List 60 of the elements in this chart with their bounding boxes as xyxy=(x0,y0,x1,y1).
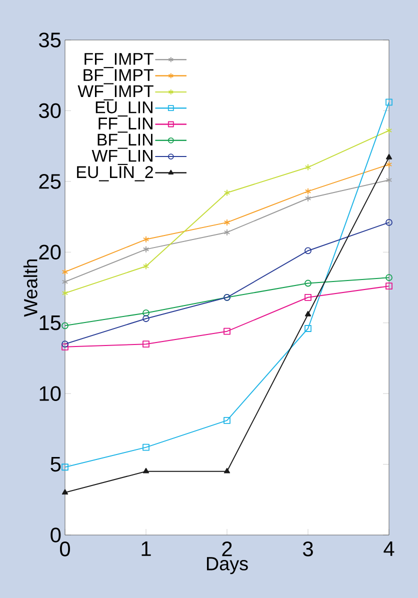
point xyxy=(224,328,230,335)
point xyxy=(386,127,392,134)
legend-label: FF_IMPT xyxy=(84,53,154,68)
point xyxy=(224,218,230,226)
point xyxy=(62,290,68,297)
point xyxy=(142,468,150,474)
point xyxy=(224,468,230,474)
point xyxy=(386,282,392,290)
legend-label: BF_IMPT xyxy=(84,69,154,84)
point xyxy=(142,315,150,322)
x-tick-label: 2 xyxy=(222,542,232,556)
point xyxy=(224,189,230,196)
point xyxy=(304,294,312,301)
point xyxy=(304,247,312,254)
x-tick-label: 1 xyxy=(142,542,151,556)
point xyxy=(62,322,68,330)
point xyxy=(142,262,150,270)
point xyxy=(304,280,312,287)
point xyxy=(224,228,230,236)
point xyxy=(304,310,312,316)
point xyxy=(304,194,312,202)
point xyxy=(386,176,392,184)
y-tick-label: 15 xyxy=(40,316,61,330)
point xyxy=(62,278,68,286)
point xyxy=(62,464,68,471)
point xyxy=(62,268,68,276)
y-tick-label: 0 xyxy=(50,528,61,542)
legend-label: EU_LIN_2 xyxy=(77,166,153,182)
point xyxy=(142,444,150,451)
legend-label: BF_LIN xyxy=(98,134,152,149)
point xyxy=(62,343,68,350)
point xyxy=(142,340,150,348)
point xyxy=(304,325,312,332)
point xyxy=(142,236,150,243)
point xyxy=(386,98,392,106)
x-tick-label: 3 xyxy=(302,542,313,556)
point xyxy=(304,188,312,195)
point xyxy=(142,310,150,316)
point xyxy=(386,161,392,168)
point xyxy=(62,340,68,348)
point xyxy=(386,218,392,226)
y-tick-label: 25 xyxy=(39,174,61,189)
legend-label: WF_LIN xyxy=(92,150,152,165)
legend-label: EU_LIN xyxy=(96,102,152,117)
point xyxy=(386,154,392,160)
y-tick-label: 5 xyxy=(50,456,61,472)
y-tick-label: 20 xyxy=(39,244,61,260)
point xyxy=(386,274,392,282)
y-axis-title: Wealth xyxy=(23,259,38,317)
legend-label: FF_LIN xyxy=(98,118,152,133)
x-tick-label: 4 xyxy=(384,542,394,556)
y-tick-label: 35 xyxy=(39,32,61,48)
x-axis-title: Days xyxy=(206,557,248,574)
point xyxy=(224,416,230,424)
y-tick-label: 30 xyxy=(39,103,61,118)
point xyxy=(62,489,68,495)
y-tick-label: 10 xyxy=(40,386,61,401)
legend-label: WF_IMPT xyxy=(78,85,154,100)
point xyxy=(304,164,312,171)
point xyxy=(142,246,150,253)
